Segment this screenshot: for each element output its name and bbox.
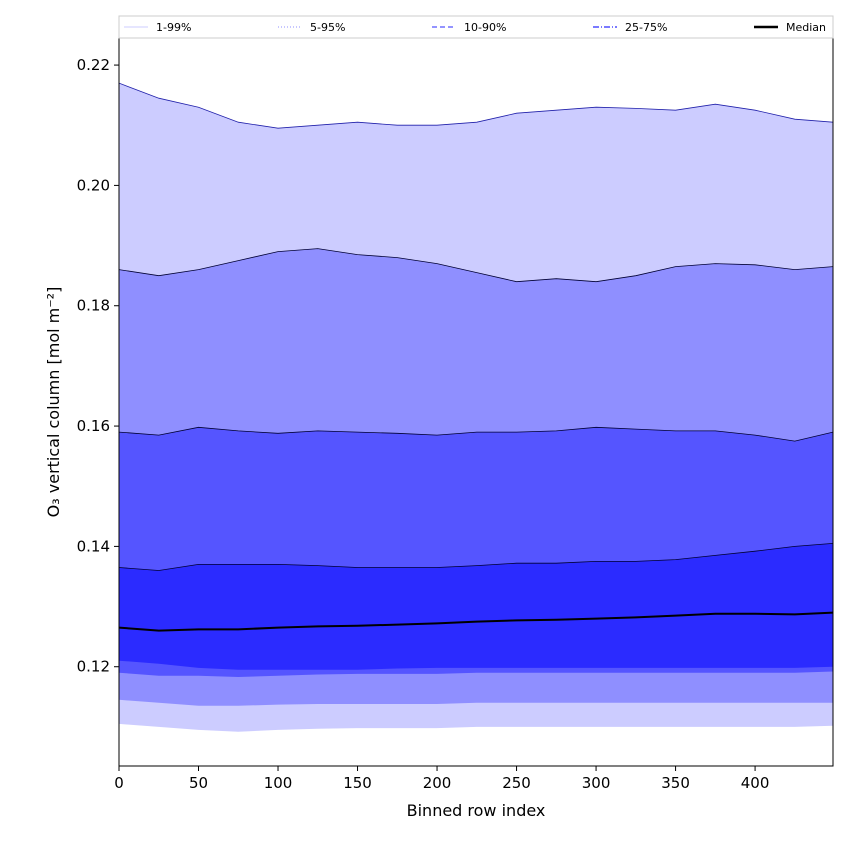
legend-label: 5-95% [310, 21, 345, 34]
y-tick-label: 0.12 [77, 658, 110, 676]
x-axis-label: Binned row index [407, 801, 546, 820]
legend-label: Median [786, 21, 826, 34]
y-tick-label: 0.18 [77, 297, 110, 315]
y-axis-label: O₃ vertical column [mol m⁻²] [44, 287, 63, 518]
x-tick-label: 300 [582, 774, 611, 792]
x-tick-label: 50 [189, 774, 208, 792]
x-tick-label: 200 [423, 774, 452, 792]
y-axis-ticks: 0.12 0.14 0.16 0.18 0.20 0.22 [77, 56, 119, 676]
x-tick-label: 400 [741, 774, 770, 792]
percentile-bands [119, 82, 833, 732]
legend-label: 25-75% [625, 21, 667, 34]
legend-label: 10-90% [464, 21, 506, 34]
band-1-99-upper-edge [119, 82, 833, 129]
x-tick-label: 100 [264, 774, 293, 792]
legend: 1-99% 5-95% 10-90% 25-75% Median [118, 15, 834, 39]
legend-box [118, 15, 834, 39]
y-tick-label: 0.22 [77, 56, 110, 74]
x-tick-label: 150 [343, 774, 372, 792]
y-tick-label: 0.14 [77, 537, 110, 555]
x-tick-label: 250 [502, 774, 531, 792]
legend-label: 1-99% [156, 21, 191, 34]
band-25-75-upper-edge [119, 543, 833, 571]
x-tick-label: 0 [114, 774, 124, 792]
y-tick-label: 0.16 [77, 417, 110, 435]
series-lines [119, 611, 833, 632]
band-10-90-upper-edge [119, 426, 833, 442]
x-tick-label: 350 [661, 774, 690, 792]
median-line [119, 611, 833, 632]
band-5-95-upper-edge [119, 248, 833, 283]
band-25-75-area [119, 543, 833, 670]
y-tick-label: 0.20 [77, 176, 110, 194]
x-axis-ticks: 0 50 100 150 200 250 300 350 400 [114, 766, 769, 792]
